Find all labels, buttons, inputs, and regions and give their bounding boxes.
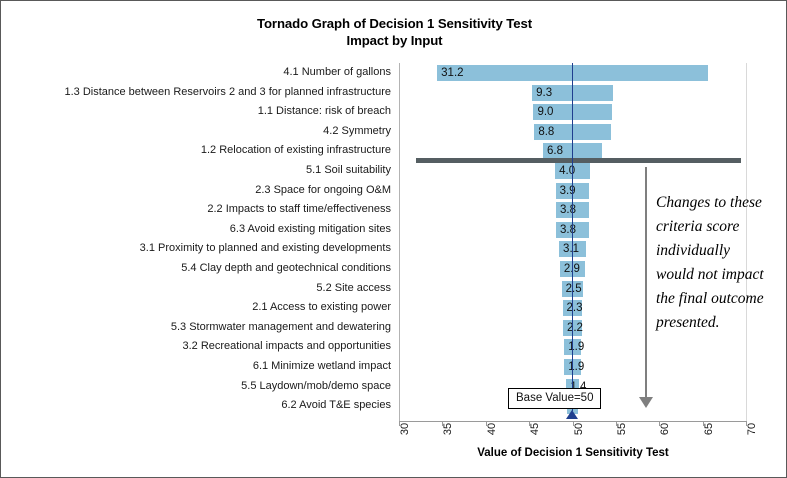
- base-value-label: Base Value=50: [508, 388, 602, 409]
- x-axis-title: Value of Decision 1 Sensitivity Test: [477, 447, 669, 459]
- x-tick-mark: [572, 421, 574, 426]
- category-label: 5.2 Site access: [316, 281, 391, 294]
- x-tick-label: 30: [399, 422, 411, 436]
- category-label: 5.5 Laydown/mob/demo space: [241, 379, 391, 392]
- base-value-line: [572, 63, 573, 411]
- category-label: 1.3 Distance between Reservoirs 2 and 3 …: [64, 85, 391, 98]
- bar-value-label: 2.3: [566, 302, 583, 315]
- category-label: 1.1 Distance: risk of breach: [257, 105, 391, 118]
- plot-right-border: [746, 63, 747, 421]
- bar-value-label: 3.1: [563, 243, 580, 256]
- category-label: 5.3 Stormwater management and dewatering: [170, 320, 391, 333]
- x-tick-label: 70: [746, 422, 758, 436]
- bar-value-label: 8.8: [538, 125, 555, 138]
- bar-value-label: 6.8: [547, 145, 563, 158]
- category-label: 2.1 Access to existing power: [252, 301, 391, 314]
- x-tick-label: 55: [615, 422, 628, 436]
- category-label: 1.2 Relocation of existing infrastructur…: [200, 144, 391, 157]
- category-label: 6.1 Minimize wetland impact: [252, 360, 391, 372]
- category-label: 4.2 Symmetry: [323, 124, 391, 137]
- chart-title-line1: Tornado Graph of Decision 1 Sensitivity …: [256, 16, 533, 31]
- page-title: Tornado Graph of Decision 1 Sensitivity …: [1, 15, 786, 49]
- category-label: 3.2 Recreational impacts and opportuniti…: [182, 340, 391, 353]
- x-tick-label: 50: [572, 422, 585, 436]
- bar-value-label: 31.2: [441, 67, 464, 79]
- x-tick-mark: [659, 421, 661, 426]
- x-tick-label: 60: [659, 422, 672, 436]
- category-label: 5.4 Clay depth and geotechnical conditio…: [181, 262, 391, 274]
- base-value-marker-icon: [566, 410, 578, 419]
- chart-title-line2: Impact by Input: [346, 33, 443, 48]
- x-tick-label: 65: [702, 422, 715, 436]
- category-label: 4.1 Number of gallons: [283, 66, 391, 78]
- bar-value-label: 2.9: [563, 263, 580, 275]
- x-tick-mark: [615, 421, 617, 426]
- x-tick-label: 45: [529, 422, 542, 436]
- x-tick-mark: [529, 421, 531, 426]
- bar-value-label: 1.9: [568, 341, 585, 354]
- bar-value-label: 3.8: [560, 223, 577, 236]
- annotation-arrow-stem-icon: [645, 167, 647, 399]
- bar-value-label: 9.0: [537, 106, 554, 119]
- bar-value-label: 2.5: [565, 282, 582, 295]
- x-tick-mark: [702, 421, 704, 426]
- category-label: 2.2 Impacts to staff time/effectiveness: [207, 203, 391, 216]
- x-tick-mark: [399, 421, 400, 426]
- annotation-text: Changes to these criteria score individu…: [656, 194, 764, 331]
- bar-value-label: 4.0: [559, 165, 576, 177]
- bar-value-label: 2.2: [566, 321, 583, 334]
- plot-left-border: [399, 63, 400, 421]
- bar-value-label: 1.9: [568, 361, 585, 373]
- bar-value-label: 9.3: [536, 86, 553, 99]
- bar-value-label: 3.9: [559, 184, 576, 197]
- significance-divider: [416, 158, 741, 163]
- annotation-arrow-head-icon: [639, 397, 653, 408]
- category-label: 5.1 Soil suitability: [306, 164, 391, 176]
- bar-value-label: 3.8: [560, 204, 577, 217]
- x-tick-mark: [746, 421, 747, 426]
- x-tick-mark: [485, 421, 487, 426]
- x-tick-label: 35: [442, 422, 455, 436]
- category-label: 6.3 Avoid existing mitigation sites: [229, 222, 391, 235]
- x-tick-label: 40: [485, 422, 498, 436]
- category-label: 3.1 Proximity to planned and existing de…: [139, 242, 391, 255]
- category-label: 2.3 Space for ongoing O&M: [255, 183, 391, 196]
- category-label: 6.2 Avoid T&E species: [281, 399, 391, 412]
- x-tick-mark: [442, 421, 444, 426]
